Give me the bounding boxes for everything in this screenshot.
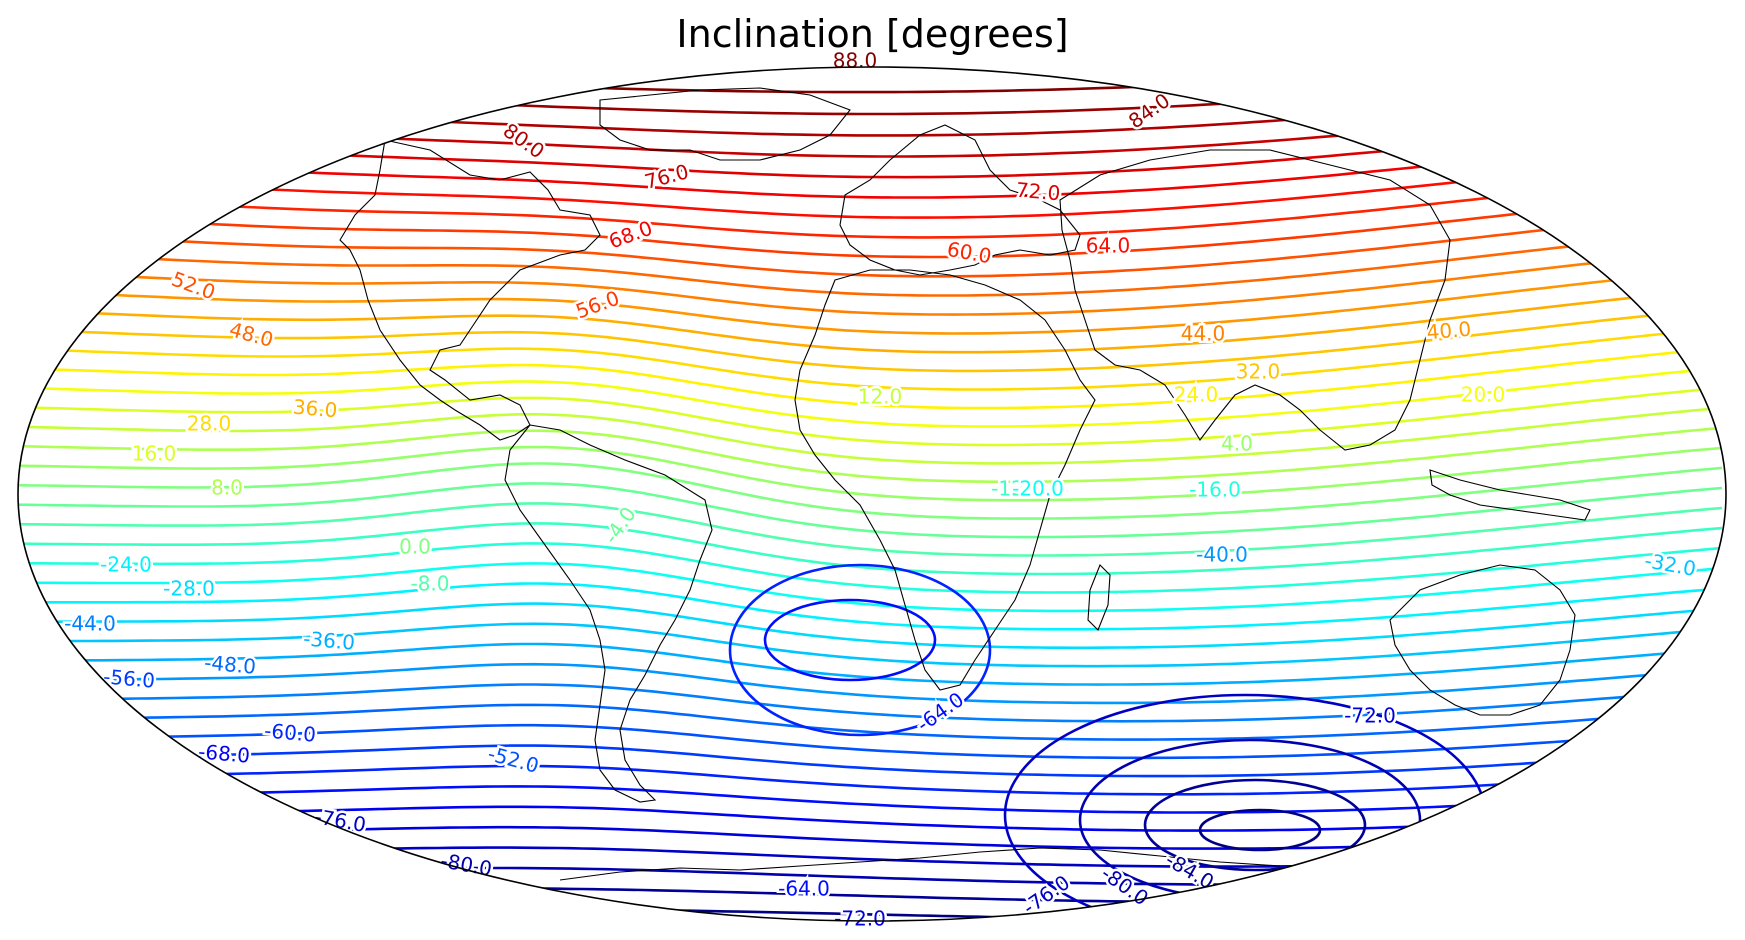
- contour-label: 64.0: [1086, 234, 1131, 258]
- contour-line: [18, 562, 1723, 613]
- contour-label: 44.0: [1181, 322, 1226, 346]
- contour-line: [18, 366, 1723, 428]
- contour-line: [18, 192, 1723, 259]
- coastline-australia: [1389, 564, 1576, 716]
- contour-line: [18, 173, 1723, 239]
- contour-line: [18, 744, 1723, 778]
- globe-boundary: [17, 66, 1727, 922]
- coastline-europe: [839, 124, 1081, 276]
- contour-label: 48.0: [227, 317, 276, 352]
- contour-line: [18, 346, 1723, 410]
- contour-line: [18, 502, 1723, 557]
- contour-label: 72.0: [1015, 178, 1061, 206]
- contour-label: 36.0: [292, 395, 338, 423]
- contour-line: [18, 386, 1723, 447]
- coastline-antarctica: [559, 847, 1281, 881]
- contour-label: 88.0: [833, 49, 878, 73]
- contour-line: [18, 683, 1723, 723]
- contour-line: [18, 249, 1723, 316]
- contour-loop: [728, 563, 992, 737]
- contour-line: [18, 426, 1723, 484]
- contour-line: [18, 155, 1723, 219]
- contour-loop: [1198, 808, 1322, 852]
- contour-line: [18, 602, 1723, 650]
- contour-label: -64.0: [912, 687, 968, 736]
- contour-line: [18, 462, 1723, 520]
- contour-line: [18, 805, 1723, 832]
- contour-line: [18, 211, 1723, 278]
- coastline-indonesia: [1429, 469, 1591, 521]
- contour-loop: [1143, 778, 1367, 872]
- contour-label: -36.0: [302, 626, 356, 654]
- contour-line: [18, 120, 1723, 179]
- contour-line: [18, 327, 1723, 391]
- coastline-south-america: [504, 424, 713, 803]
- contour-line: [18, 887, 1723, 904]
- contour-line: [18, 307, 1723, 373]
- map-title: Inclination [degrees]: [676, 12, 1069, 56]
- contour-line: [18, 582, 1723, 631]
- contour-line: [18, 846, 1723, 868]
- contour-line: [18, 622, 1723, 668]
- contour-label: -28.0: [163, 577, 215, 601]
- contour-label: -16.0: [1189, 478, 1241, 502]
- contour-line: [18, 103, 1723, 158]
- contour-line: [18, 522, 1723, 576]
- coastline-madagascar: [1087, 564, 1111, 631]
- contour-line: [18, 482, 1723, 539]
- contour-line: [18, 642, 1723, 686]
- contour-label: -20.0: [1012, 477, 1064, 501]
- contour-label: 8.0: [211, 476, 243, 500]
- contour-label: -32.0: [1643, 548, 1698, 581]
- contour-label: 56.0: [572, 286, 622, 324]
- contour-label: -72.0: [1344, 704, 1396, 728]
- coastline-new-zealand: [1607, 719, 1636, 776]
- contour-loop: [763, 598, 937, 682]
- coastline-greenland: [599, 87, 851, 161]
- contour-line: [18, 723, 1723, 760]
- contour-label: 40.0: [1426, 317, 1472, 345]
- contour-label: 4.0: [1221, 432, 1253, 456]
- coastline-africa: [794, 269, 1096, 691]
- contour-label: 20.0: [1461, 383, 1506, 407]
- coastline-north-america: [339, 139, 601, 441]
- contour-label: 28.0: [187, 412, 232, 436]
- contour-label: -56.0: [102, 664, 156, 692]
- contour-label: -60.0: [263, 718, 317, 746]
- contour-label: 0.0: [399, 535, 431, 559]
- contour-line: [18, 703, 1723, 741]
- contour-line: [18, 542, 1723, 594]
- contour-label: 32.0: [1236, 360, 1281, 384]
- contour-label: -44.0: [64, 612, 116, 636]
- contour-line: [18, 825, 1723, 850]
- contour-label: -12.0: [991, 477, 1043, 501]
- contour-label: 24.0: [1174, 383, 1219, 407]
- contour-line: [18, 229, 1723, 297]
- contour-line: [18, 287, 1723, 354]
- contour-line: [18, 445, 1723, 502]
- coastlines: [339, 87, 1636, 881]
- contour-label: -80.0: [1097, 861, 1153, 910]
- contour-line: [18, 785, 1723, 814]
- contour-line: [18, 268, 1723, 335]
- contour-line: [18, 662, 1723, 705]
- contour-label: -48.0: [203, 650, 257, 678]
- contour-label: -64.0: [778, 877, 830, 901]
- contour-label: -68.0: [197, 739, 251, 767]
- contour-label: -72.0: [834, 907, 886, 931]
- contour-label: -8.0: [410, 572, 449, 596]
- contour-label: -24.0: [100, 553, 152, 577]
- contour-line: [18, 86, 1723, 137]
- contour-label: 16.0: [132, 442, 177, 466]
- contour-label: -40.0: [1196, 543, 1248, 567]
- contour-label: 12.0: [858, 385, 903, 409]
- contour-line: [18, 866, 1723, 886]
- contour-line: [18, 764, 1723, 796]
- contour-label: 60.0: [945, 237, 993, 268]
- contour-line: [18, 406, 1723, 465]
- coastline-asia: [1059, 149, 1451, 451]
- contour-label: -4.0: [599, 502, 641, 548]
